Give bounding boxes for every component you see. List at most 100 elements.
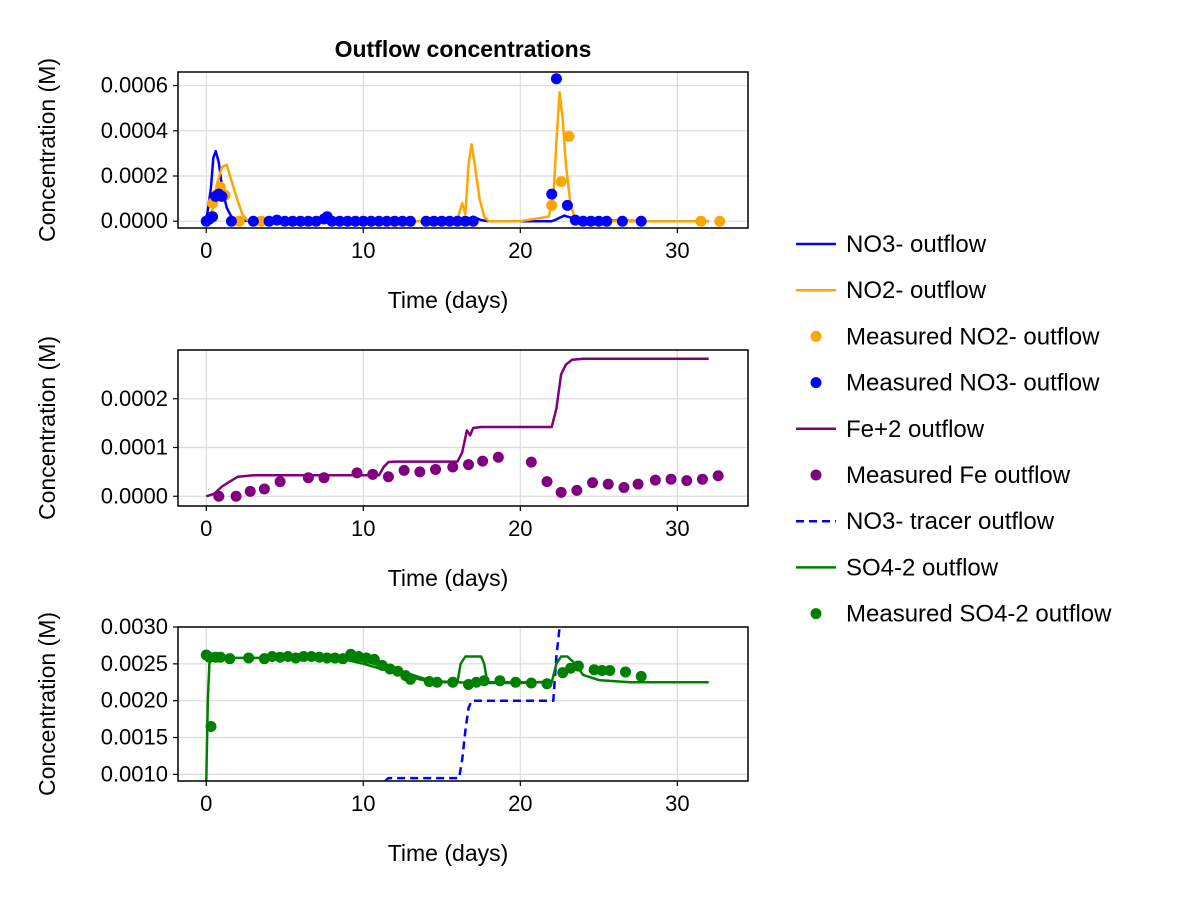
series-measured-fe-outflow-point	[587, 477, 599, 489]
series-measured-no3-outflow-point	[381, 215, 393, 227]
series-measured-so4-2-outflow-point	[525, 677, 537, 689]
legend-entry: NO2- outflow	[796, 277, 987, 304]
series-so4-2-outflow-line	[205, 655, 709, 781]
series-measured-fe-outflow-point	[555, 486, 567, 498]
series-measured-so4-2-outflow-point	[510, 676, 522, 688]
plot-area	[205, 357, 724, 502]
series-measured-so4-2-outflow-point	[596, 664, 608, 676]
series-no3-tracer-outflow-line	[384, 627, 561, 781]
series-measured-no3-outflow-point	[342, 215, 354, 227]
series-measured-so4-2-outflow-point	[572, 660, 584, 672]
series-measured-no3-outflow-point	[585, 215, 597, 227]
series-no2-outflow-line	[205, 91, 709, 223]
series-measured-no3-outflow-point	[404, 215, 416, 227]
plot-area	[200, 627, 709, 781]
y-axis-label: Concentration (M)	[34, 58, 60, 242]
series-measured-no3-outflow-point	[436, 215, 448, 227]
series-measured-no3-outflow-point	[357, 215, 369, 227]
legend-label: NO2- outflow	[846, 277, 987, 304]
series-measured-no3-outflow-point	[420, 215, 432, 227]
series-measured-so4-2-outflow-point	[224, 653, 236, 665]
series-measured-no2-outflow-point	[714, 215, 726, 227]
legend-label: Measured SO4-2 outflow	[846, 601, 1112, 628]
series-measured-fe-outflow-point	[244, 485, 256, 497]
series-measured-no3-outflow-point	[616, 215, 628, 227]
series-measured-fe-outflow-point	[712, 470, 724, 482]
series-measured-fe-outflow-point	[571, 484, 583, 496]
legend-entry: NO3- tracer outflow	[796, 508, 1055, 535]
x-tick-label: 0	[200, 516, 212, 541]
series-measured-fe-outflow-point	[230, 490, 242, 502]
series-measured-fe-outflow-point	[541, 476, 553, 488]
series-measured-no3-outflow-point	[452, 215, 464, 227]
x-axis-label: Time (days)	[388, 840, 509, 866]
series-measured-so4-2-outflow-point	[205, 720, 217, 732]
series-measured-fe-outflow-point	[525, 456, 537, 468]
legend-marker	[810, 330, 822, 342]
series-measured-fe-outflow-point	[414, 466, 426, 478]
series-measured-fe-outflow-point	[649, 474, 661, 486]
series-measured-fe-outflow-point	[462, 459, 474, 471]
series-measured-so4-2-outflow-point	[635, 670, 647, 682]
y-tick-label: 0.0030	[101, 614, 168, 639]
legend-label: Measured Fe outflow	[846, 462, 1071, 489]
series-measured-so4-2-outflow-point	[298, 650, 310, 662]
series-measured-no2-outflow-point	[546, 199, 558, 211]
series-measured-so4-2-outflow-point	[243, 652, 255, 664]
y-tick-label: 0.0015	[101, 725, 168, 750]
series-measured-no3-outflow-point	[428, 215, 440, 227]
x-tick-label: 10	[351, 516, 375, 541]
series-measured-fe-outflow-point	[665, 473, 677, 485]
series-measured-so4-2-outflow-point	[404, 673, 416, 685]
y-tick-label: 0.0006	[101, 73, 168, 98]
y-tick-label: 0.0002	[101, 163, 168, 188]
legend-entry: Measured NO2- outflow	[810, 323, 1100, 350]
x-tick-label: 30	[665, 238, 689, 263]
series-no3-outflow-line	[205, 149, 709, 223]
legend-label: Measured NO2- outflow	[846, 323, 1100, 350]
x-tick-label: 10	[351, 791, 375, 816]
series-measured-no3-outflow-point	[349, 215, 361, 227]
series-measured-so4-2-outflow-point	[604, 664, 616, 676]
series-measured-no3-outflow-point	[279, 215, 291, 227]
series-measured-no3-outflow-point	[546, 188, 558, 200]
series-measured-fe-outflow-point	[477, 455, 489, 467]
series-measured-fe-outflow-point	[492, 451, 504, 463]
series-measured-fe-outflow-point	[213, 490, 225, 502]
plot-area	[200, 73, 726, 227]
series-measured-so4-2-outflow-point	[478, 675, 490, 687]
series-measured-so4-2-outflow-point	[368, 653, 380, 665]
series-measured-no3-outflow-point	[593, 215, 605, 227]
legend-marker	[810, 608, 822, 620]
series-measured-fe-outflow-point	[318, 472, 330, 484]
series-measured-so4-2-outflow-point	[214, 651, 226, 663]
axes-frame	[177, 626, 749, 782]
series-measured-no3-outflow-point	[287, 215, 299, 227]
no3-no2-panel: Outflow concentrations 0 10 20 30 0.0000 0.00…	[34, 36, 749, 313]
legend-label: NO3- outflow	[846, 231, 987, 258]
series-measured-no3-outflow-point	[373, 215, 385, 227]
series-measured-no2-outflow-point	[233, 215, 245, 227]
series-measured-fe-outflow-point	[618, 481, 630, 493]
series-measured-so4-2-outflow-point	[494, 675, 506, 687]
series-measured-no3-outflow-point	[635, 215, 647, 227]
x-axis-label: Time (days)	[388, 287, 509, 313]
y-tick-label: 0.0020	[101, 688, 168, 713]
series-measured-no3-outflow-point	[326, 215, 338, 227]
x-tick-label: 30	[665, 516, 689, 541]
x-tick-label: 30	[665, 791, 689, 816]
series-measured-fe-outflow-point	[367, 468, 379, 480]
fe-panel: 0 10 20 30 0.0000 0.0001 0.0002 Time (days) Conc…	[34, 336, 749, 591]
y-axis-label: Concentration (M)	[34, 336, 60, 520]
x-tick-label: 10	[351, 238, 375, 263]
legend-entry: Measured NO3- outflow	[810, 370, 1100, 397]
series-measured-fe-outflow-point	[351, 467, 363, 479]
series-fe-2-outflow-line	[205, 357, 709, 498]
x-axis-label: Time (days)	[388, 565, 509, 591]
series-measured-no2-outflow-point	[695, 215, 707, 227]
legend-entry: Measured SO4-2 outflow	[810, 601, 1112, 628]
y-tick-label: 0.0002	[101, 386, 168, 411]
y-tick-label: 0.0025	[101, 651, 168, 676]
series-measured-no3-outflow-point	[444, 215, 456, 227]
series-measured-no3-outflow-point	[216, 190, 228, 202]
